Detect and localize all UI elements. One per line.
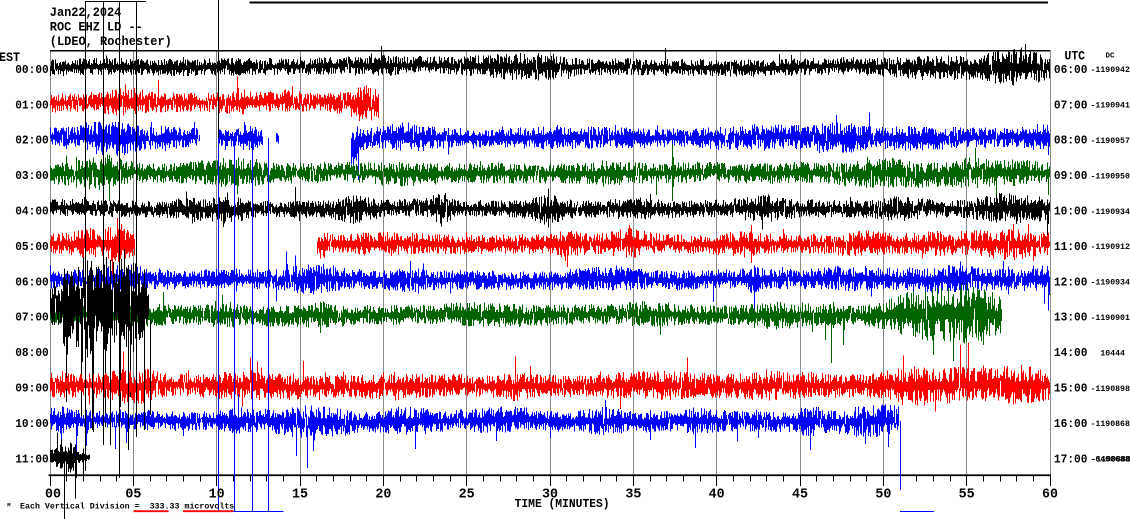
svg-text:40: 40 xyxy=(709,486,725,502)
svg-text:50: 50 xyxy=(875,486,891,502)
svg-text:M: M xyxy=(7,502,11,509)
svg-text:07:00: 07:00 xyxy=(15,311,49,325)
svg-text:05:00: 05:00 xyxy=(15,240,49,254)
svg-text:04:00: 04:00 xyxy=(15,205,49,219)
svg-text:09:00: 09:00 xyxy=(1054,169,1088,183)
svg-text:05: 05 xyxy=(125,486,141,502)
svg-text:-1190942: -1190942 xyxy=(1091,66,1130,75)
svg-text:17:00: 17:00 xyxy=(1054,452,1088,466)
svg-text:55: 55 xyxy=(959,486,975,502)
svg-text:-1190868: -1190868 xyxy=(1091,420,1130,429)
svg-text:-1190901: -1190901 xyxy=(1091,314,1130,323)
svg-text:06:00: 06:00 xyxy=(1054,63,1088,77)
svg-text:25: 25 xyxy=(459,486,475,502)
svg-text:-1190957: -1190957 xyxy=(1091,137,1130,146)
svg-text:TIME (MINUTES): TIME (MINUTES) xyxy=(515,497,610,511)
svg-text:DC: DC xyxy=(1106,52,1115,60)
svg-text:-1190898: -1190898 xyxy=(1091,385,1130,394)
svg-text:03:00: 03:00 xyxy=(15,169,49,183)
svg-text:11:00: 11:00 xyxy=(1054,240,1088,254)
svg-text:10:00: 10:00 xyxy=(1054,205,1088,219)
svg-text:00: 00 xyxy=(45,486,61,502)
svg-text:ROC EHZ LD --: ROC EHZ LD -- xyxy=(50,20,143,35)
svg-text:13:00: 13:00 xyxy=(1054,311,1088,325)
svg-text:06:00: 06:00 xyxy=(15,275,49,289)
svg-text:15: 15 xyxy=(292,486,308,502)
svg-text:02:00: 02:00 xyxy=(15,134,49,148)
svg-text:10:00: 10:00 xyxy=(15,417,49,431)
svg-text:-6408688: -6408688 xyxy=(1091,456,1130,465)
svg-text:10: 10 xyxy=(209,486,225,502)
svg-text:45: 45 xyxy=(792,486,808,502)
svg-text:60: 60 xyxy=(1042,486,1058,502)
svg-text:-1190934: -1190934 xyxy=(1091,208,1130,217)
svg-text:12:00: 12:00 xyxy=(1054,275,1088,289)
svg-text:14:00: 14:00 xyxy=(1054,346,1088,360)
svg-text:16:00: 16:00 xyxy=(1054,417,1088,431)
svg-text:15:00: 15:00 xyxy=(1054,382,1088,396)
svg-text:01:00: 01:00 xyxy=(15,98,49,112)
svg-text:EST: EST xyxy=(0,51,20,65)
svg-text:-1190888: -1190888 xyxy=(1091,455,1130,464)
svg-text:09:00: 09:00 xyxy=(15,382,49,396)
svg-text:30: 30 xyxy=(542,486,558,502)
svg-text:-1190934: -1190934 xyxy=(1091,279,1130,288)
svg-text:-1190950: -1190950 xyxy=(1091,172,1130,181)
svg-text:35: 35 xyxy=(625,486,641,502)
svg-text:07:00: 07:00 xyxy=(1054,98,1088,112)
svg-text:08:00: 08:00 xyxy=(1054,134,1088,148)
svg-text:11:00: 11:00 xyxy=(15,452,49,466)
svg-text:Each Vertical Division = 333.: Each Vertical Division = 333.33 microvol… xyxy=(20,502,235,511)
svg-text:Jan22,2024: Jan22,2024 xyxy=(50,5,122,20)
svg-text:UTC: UTC xyxy=(1065,50,1086,64)
svg-text:08:00: 08:00 xyxy=(15,346,49,360)
svg-text:10444: 10444 xyxy=(1100,349,1125,358)
svg-text:00:00: 00:00 xyxy=(15,63,49,77)
svg-text:-1190941: -1190941 xyxy=(1091,102,1130,111)
svg-text:(LDEO, Rochester): (LDEO, Rochester) xyxy=(50,34,172,49)
svg-text:-1190912: -1190912 xyxy=(1091,243,1130,252)
svg-text:20: 20 xyxy=(375,486,391,502)
